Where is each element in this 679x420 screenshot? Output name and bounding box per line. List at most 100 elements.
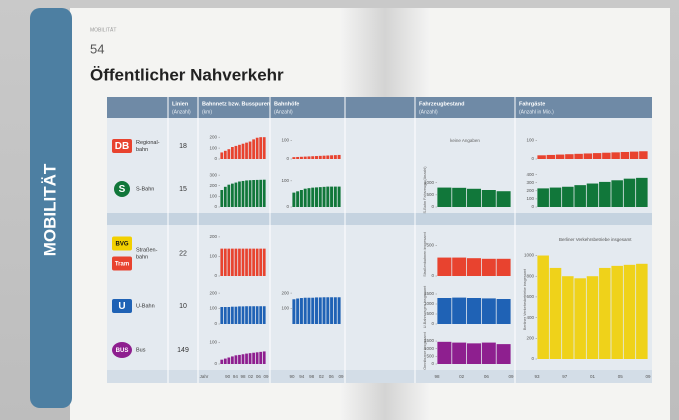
- x-tick-label: 90: [225, 374, 231, 379]
- bar: [245, 354, 248, 364]
- x-tick-label: 09: [508, 374, 514, 379]
- book-photo: MOBILITÄT MOBILITÄT 54 Öffentlicher Nahv…: [0, 0, 679, 420]
- bar: [220, 307, 223, 324]
- bar: [220, 360, 223, 364]
- bar: [452, 343, 466, 364]
- bar: [556, 155, 564, 159]
- bar: [245, 180, 248, 207]
- bar: [467, 343, 481, 364]
- x-tick-label: 98: [240, 374, 246, 379]
- bar: [467, 189, 481, 207]
- x-tick-label: 02: [319, 374, 325, 379]
- x-tick-label: Jahr: [200, 374, 209, 379]
- bar: [467, 298, 481, 324]
- bar: [611, 152, 619, 159]
- bar: [238, 145, 241, 159]
- bar: [292, 299, 295, 324]
- bar: [249, 249, 252, 276]
- bar: [338, 155, 341, 159]
- bar: [256, 249, 259, 276]
- x-tick-label: 02: [459, 374, 465, 379]
- axis-label: U-Bahnwagen insgesamt: [423, 285, 427, 328]
- bar: [227, 307, 230, 324]
- bar: [263, 180, 266, 207]
- bar: [220, 249, 223, 276]
- bar: [311, 188, 314, 207]
- row-name: Regional-: [136, 140, 160, 146]
- row-name: bahn: [136, 147, 148, 153]
- y-tick-label: 300: [209, 172, 217, 177]
- bar: [245, 249, 248, 276]
- bar: [639, 151, 647, 159]
- column-unit: (km): [202, 109, 212, 115]
- bar: [497, 191, 511, 207]
- bar: [437, 258, 451, 276]
- bar: [296, 157, 299, 159]
- y-tick-label: 100: [209, 194, 217, 199]
- y-tick-label: 100: [209, 340, 217, 345]
- bar: [256, 352, 259, 364]
- bar: [326, 297, 329, 324]
- x-tick-label: 90: [289, 374, 295, 379]
- page-title: Öffentlicher Nahverkehr: [90, 65, 284, 84]
- x-tick-label: 98: [309, 374, 315, 379]
- bar: [636, 264, 648, 359]
- bar: [252, 249, 255, 276]
- bar: [224, 249, 227, 276]
- y-tick-label: 600: [526, 294, 534, 299]
- x-tick-label: 94: [299, 374, 305, 379]
- column-title: Fahrgäste: [519, 101, 545, 107]
- bar: [252, 353, 255, 364]
- y-tick-label: 200: [526, 188, 534, 193]
- x-tick-label: 09: [338, 374, 344, 379]
- separator: [107, 213, 652, 225]
- x-tick-label: 06: [329, 374, 335, 379]
- bar: [315, 156, 318, 159]
- bar: [574, 154, 582, 159]
- column-title: Fahrzeugbestand: [419, 101, 465, 107]
- y-tick-label: 300: [526, 180, 534, 185]
- bar: [242, 144, 245, 159]
- column-unit: (Anzahl): [419, 109, 438, 115]
- bar: [334, 297, 337, 324]
- bar: [238, 182, 241, 208]
- bar: [602, 153, 610, 159]
- bar: [323, 297, 326, 324]
- bar: [231, 249, 234, 276]
- y-tick-label: 200: [526, 335, 534, 340]
- page-number: 54: [90, 41, 104, 56]
- line-count: 149: [177, 347, 189, 354]
- tab-label: MOBILITÄT: [40, 163, 59, 256]
- bar: [593, 153, 601, 159]
- axis-label: S-Bahn Fahrzeuge (Anzahl): [423, 166, 427, 214]
- y-tick-label: 500: [426, 192, 434, 197]
- bar: [630, 152, 638, 159]
- axis-label: Straßenbahnen insgesamt: [423, 231, 427, 276]
- bar: [231, 184, 234, 207]
- bar: [624, 265, 636, 359]
- bar: [227, 185, 230, 207]
- bar: [437, 342, 451, 364]
- bar: [611, 180, 623, 207]
- bar: [307, 188, 310, 207]
- bar: [300, 190, 303, 207]
- x-tick-label: 94: [233, 374, 239, 379]
- bar: [249, 142, 252, 159]
- section-label: MOBILITÄT: [90, 26, 116, 33]
- axis-label: Omnibusse insgesamt: [423, 331, 427, 370]
- y-tick-label: 100: [526, 196, 534, 201]
- bar: [330, 187, 333, 207]
- x-tick-label: 01: [590, 374, 596, 379]
- y-tick-label: 200: [209, 134, 217, 139]
- bar: [338, 297, 341, 324]
- y-tick-label: 200: [209, 290, 217, 295]
- bar: [259, 249, 262, 276]
- bar: [482, 343, 496, 364]
- bar: [599, 182, 611, 207]
- bar: [252, 139, 255, 159]
- x-tick-label: 93: [534, 374, 540, 379]
- bar: [292, 157, 295, 159]
- bar: [263, 137, 266, 159]
- bar: [497, 344, 511, 364]
- bar: [224, 187, 227, 207]
